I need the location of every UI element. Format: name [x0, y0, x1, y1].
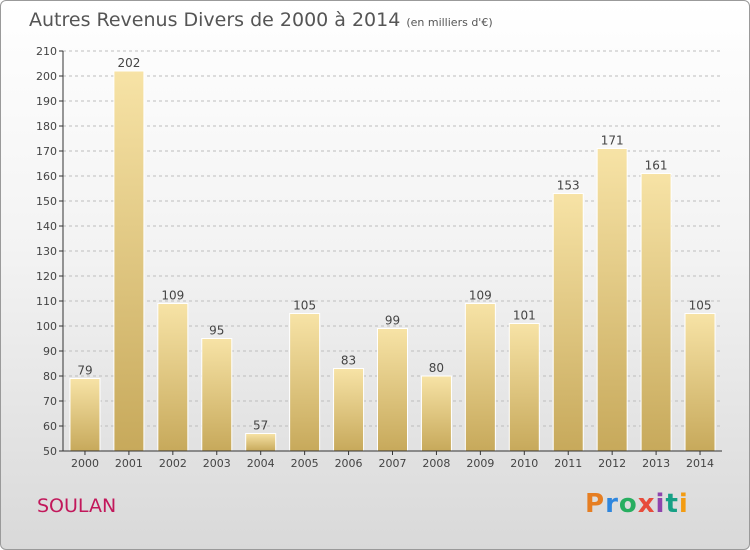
x-tick-label: 2005 [291, 457, 319, 470]
logo-letter: i [655, 489, 666, 519]
x-tick-label: 2006 [335, 457, 363, 470]
bar [464, 303, 496, 452]
y-tick-label: 90 [43, 345, 57, 358]
y-tick-label: 60 [43, 420, 57, 433]
y-tick-label: 70 [43, 395, 57, 408]
bar [684, 313, 716, 452]
bar [245, 433, 277, 452]
bar [377, 328, 408, 452]
bar [640, 173, 672, 452]
data-label: 161 [645, 159, 668, 173]
data-label: 57 [253, 419, 268, 433]
data-label: 99 [385, 314, 400, 328]
x-tick-label: 2009 [466, 457, 494, 470]
data-label: 105 [689, 299, 712, 313]
data-label: 95 [209, 324, 224, 338]
data-label: 105 [293, 299, 316, 313]
y-tick-label: 130 [36, 245, 57, 258]
y-tick-label: 190 [36, 95, 57, 108]
x-tick-label: 2008 [422, 457, 450, 470]
x-tick-label: 2003 [203, 457, 231, 470]
place-name: SOULAN [37, 495, 117, 517]
data-label: 83 [341, 354, 356, 368]
x-tick-label: 2002 [159, 457, 187, 470]
logo-letter: t [665, 489, 679, 519]
x-tick-label: 2013 [642, 457, 670, 470]
logo-letter: i [678, 489, 689, 519]
logo-letter: r [605, 489, 619, 519]
logo-letter: o [618, 489, 638, 519]
bar [113, 70, 145, 452]
y-tick-label: 170 [36, 145, 57, 158]
y-tick-label: 210 [36, 45, 57, 58]
x-tick-label: 2014 [686, 457, 714, 470]
y-tick-label: 50 [43, 445, 57, 458]
bar [157, 303, 189, 452]
data-label: 109 [469, 289, 492, 303]
y-tick-label: 200 [36, 70, 57, 83]
bar [508, 323, 540, 452]
y-tick-label: 120 [36, 270, 57, 283]
bar [201, 338, 233, 452]
x-tick-label: 2012 [598, 457, 626, 470]
x-tick-label: 2007 [379, 457, 407, 470]
bar [333, 368, 365, 452]
x-tick-label: 2000 [71, 457, 99, 470]
data-label: 109 [161, 289, 184, 303]
y-tick-label: 160 [36, 170, 57, 183]
y-tick-label: 180 [36, 120, 57, 133]
chart-title-text: Autres Revenus Divers de 2000 à 2014 [29, 9, 401, 31]
x-tick-label: 2001 [115, 457, 143, 470]
x-tick-label: 2010 [510, 457, 538, 470]
data-label: 153 [557, 179, 580, 193]
data-label: 79 [77, 364, 92, 378]
x-tick-label: 2011 [554, 457, 582, 470]
data-label: 101 [513, 309, 536, 323]
bar [596, 148, 628, 452]
y-tick-label: 100 [36, 320, 57, 333]
y-tick-label: 150 [36, 195, 57, 208]
bar [552, 193, 584, 452]
bar [289, 313, 321, 452]
x-tick-label: 2004 [247, 457, 275, 470]
y-tick-label: 110 [36, 295, 57, 308]
chart-title: Autres Revenus Divers de 2000 à 2014 (en … [29, 9, 493, 31]
bar [420, 375, 452, 452]
y-tick-label: 140 [36, 220, 57, 233]
data-label: 80 [429, 361, 444, 375]
y-tick-label: 80 [43, 370, 57, 383]
logo-letter: x [637, 489, 656, 519]
logo-letter: P [585, 489, 606, 519]
chart-unit: (en milliers d'€) [406, 16, 493, 29]
bar [69, 378, 101, 452]
proxiti-logo[interactable]: Proxiti [585, 489, 689, 519]
data-label: 202 [117, 56, 140, 70]
data-label: 171 [601, 134, 624, 148]
